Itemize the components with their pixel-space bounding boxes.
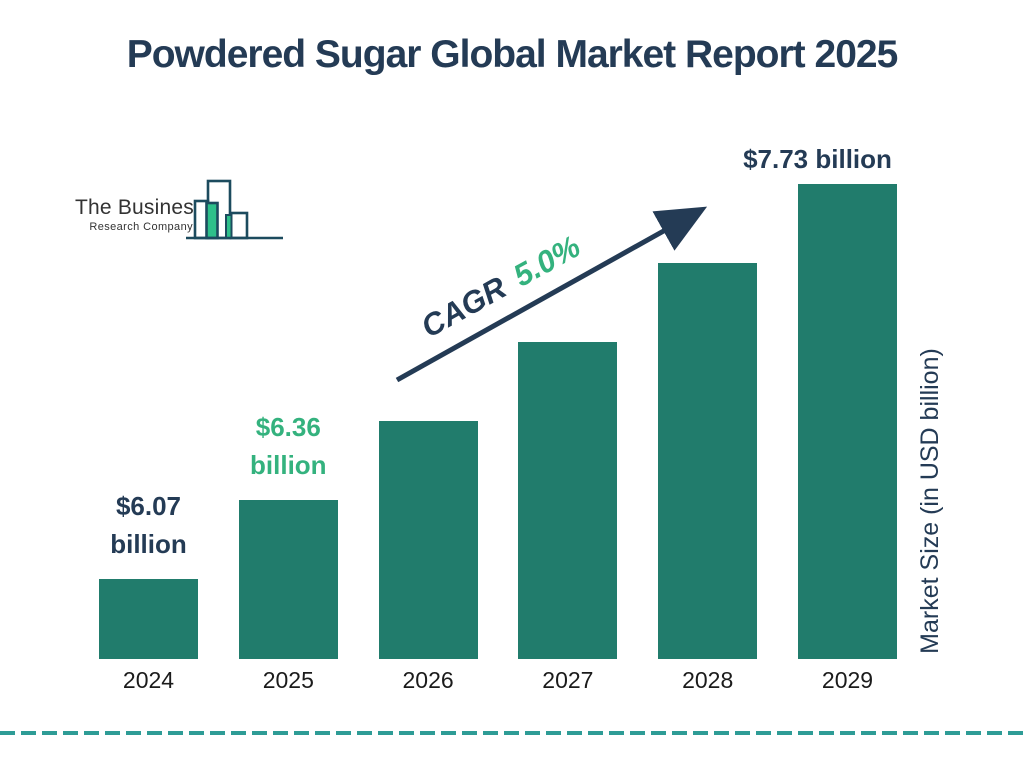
bar-2024	[99, 579, 198, 659]
value-label-2029: $7.73 billion	[743, 144, 892, 174]
bar-2025	[238, 500, 338, 659]
logo-bar-chart-icon	[186, 179, 283, 240]
cagr-value: 5.0%	[507, 228, 587, 294]
logo-line2: Research Company	[89, 221, 193, 233]
value-label-2025: $6.36 billion	[250, 412, 327, 480]
logo: The Business Research Company	[75, 168, 290, 253]
x-axis-label-2024: 2024	[122, 667, 175, 693]
bar-2026	[378, 421, 478, 659]
cagr-prefix: CAGR	[415, 269, 513, 345]
bar-2029	[798, 184, 897, 659]
y-axis-label: Market Size (in USD billion)	[916, 348, 944, 654]
bar-2027	[518, 342, 618, 659]
x-axis-label-2028: 2028	[682, 667, 734, 693]
x-axis-label-2029: 2029	[821, 667, 874, 693]
x-axis-label-2026: 2026	[402, 667, 454, 693]
x-axis-label-2025: 2025	[262, 667, 314, 693]
value-label-2024: $6.07 billion	[110, 491, 187, 559]
x-axis-label-2027: 2027	[542, 667, 594, 693]
bar-2028	[658, 263, 758, 659]
page-title: Powdered Sugar Global Market Report 2025	[126, 33, 899, 76]
logo-line1: The Business	[75, 196, 205, 219]
logo-text: The Business Research Company	[75, 196, 205, 233]
